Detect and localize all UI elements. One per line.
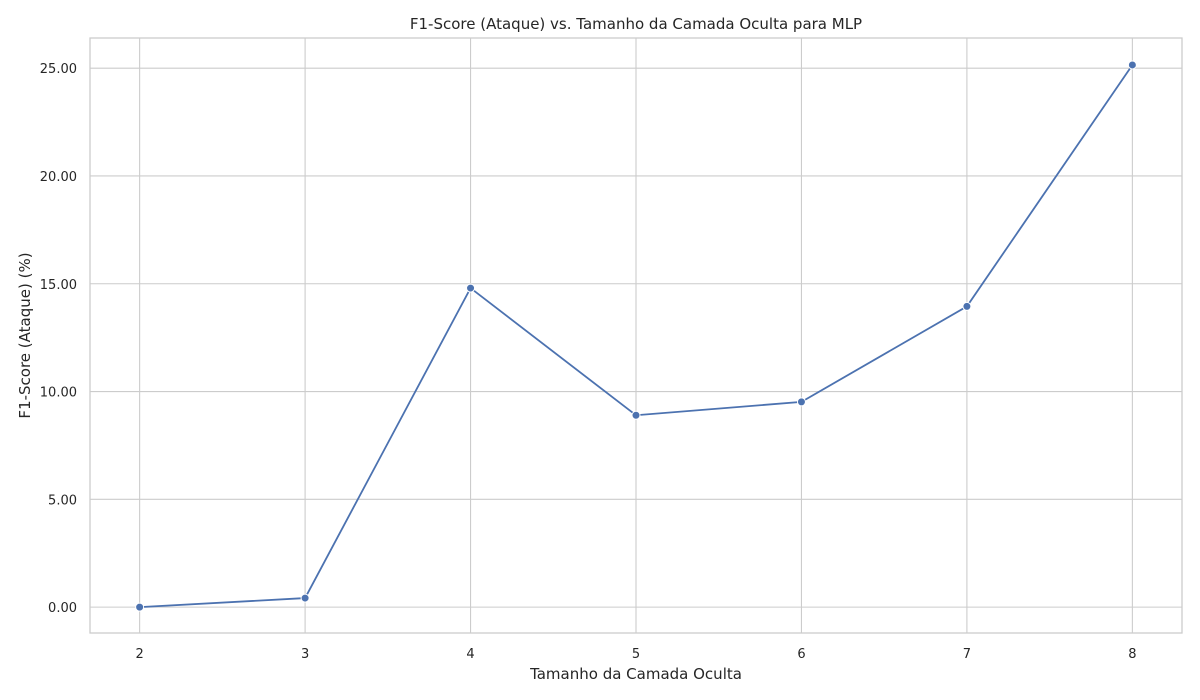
x-tick-label: 7 — [963, 647, 971, 662]
data-point — [300, 593, 310, 603]
y-tick-label: 20.00 — [40, 170, 77, 185]
grid — [90, 38, 1182, 633]
data-point — [466, 283, 476, 293]
plot-frame — [89, 37, 1183, 634]
x-tick-label: 3 — [301, 647, 309, 662]
y-tick-label: 10.00 — [40, 386, 77, 401]
y-tick-label: 25.00 — [40, 62, 77, 77]
data-point — [135, 602, 145, 612]
tick-labels: 2 3 4 5 6 7 8 0.00 5.00 10.00 15.00 20.00 25.00 — [40, 62, 1137, 662]
x-tick-label: 2 — [135, 647, 143, 662]
series-layer — [135, 60, 1137, 612]
x-axis-label: Tamanho da Camada Oculta — [529, 665, 742, 683]
data-point — [631, 410, 641, 420]
data-point — [796, 397, 806, 407]
x-tick-label: 8 — [1128, 647, 1136, 662]
y-tick-label: 5.00 — [48, 493, 77, 508]
y-tick-label: 0.00 — [48, 601, 77, 616]
y-tick-label: 15.00 — [40, 278, 77, 293]
data-point — [1127, 60, 1137, 70]
data-point — [962, 301, 972, 311]
x-tick-label: 6 — [797, 647, 805, 662]
x-tick-label: 5 — [632, 647, 640, 662]
y-axis-label: F1-Score (Ataque) (%) — [16, 252, 34, 418]
x-tick-label: 4 — [466, 647, 474, 662]
chart-title: F1-Score (Ataque) vs. Tamanho da Camada … — [410, 15, 862, 33]
